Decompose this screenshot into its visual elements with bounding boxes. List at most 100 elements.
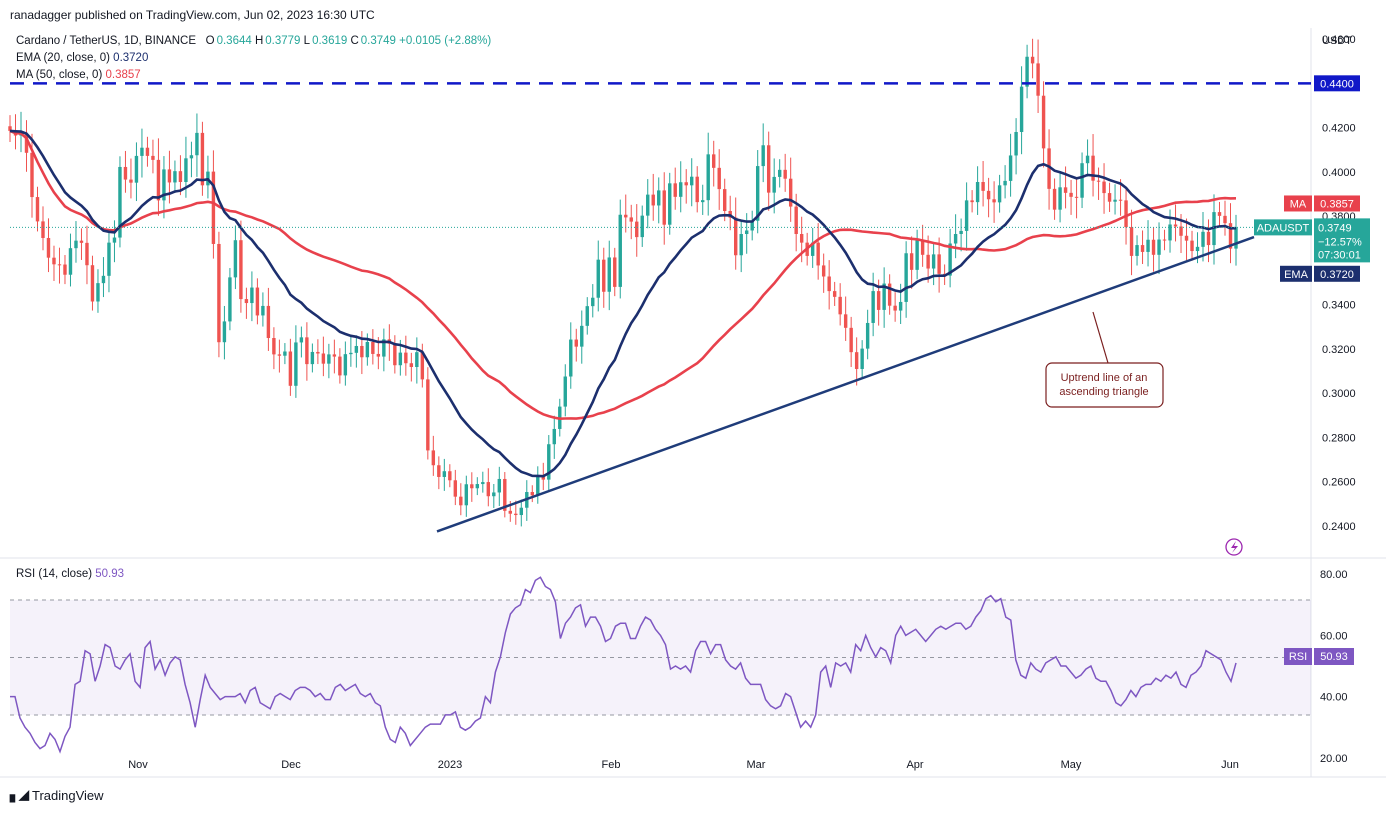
candle-body <box>145 147 150 156</box>
candle-body <box>1129 227 1134 256</box>
last-price-change-text: −12.57% <box>1318 236 1362 248</box>
ma-price-tag[interactable] <box>1314 195 1360 212</box>
rsi-tag-label[interactable] <box>1284 648 1312 665</box>
candle-body <box>398 352 403 366</box>
candle-body <box>448 471 452 481</box>
last-price-tag[interactable] <box>1314 218 1370 263</box>
candle-body <box>821 265 826 277</box>
candle-body <box>777 169 782 177</box>
candle-body <box>255 287 260 316</box>
candle-body <box>585 306 589 326</box>
time-tick-label: 2023 <box>438 759 462 771</box>
candle-body <box>1074 196 1079 198</box>
price-tick-label: 0.2800 <box>1322 432 1356 444</box>
rsi-legend[interactable]: RSI (14, close) 50.93 <box>16 568 124 580</box>
time-tick-label: Mar <box>747 759 766 771</box>
candle-body <box>24 133 29 153</box>
high-value: 0.3779 <box>265 35 301 47</box>
candle-body <box>893 305 897 311</box>
price-legend: Cardano / TetherUS, 1D, BINANCE O 0.3644 … <box>16 35 491 47</box>
candle-body <box>239 240 243 300</box>
candle-body <box>552 428 556 445</box>
candle-body <box>310 351 315 365</box>
candle-body <box>514 513 518 516</box>
candle-body <box>1096 180 1101 182</box>
candle-body <box>57 264 62 266</box>
candle-body <box>1157 239 1161 255</box>
symbol-tag-label-text: ADAUSDT <box>1257 222 1310 234</box>
ema-legend[interactable]: EMA (20, close, 0) 0.3720 <box>16 52 148 64</box>
candle-body <box>849 327 853 353</box>
time-tick-label: May <box>1061 759 1082 771</box>
candle-body <box>321 353 326 364</box>
rsi-axis[interactable]: 80.00 60.00 40.00 20.00 <box>1320 569 1348 765</box>
candle-body <box>90 265 95 302</box>
ma-legend[interactable]: MA (50, close, 0) 0.3857 <box>16 69 141 81</box>
symbol-tag-label[interactable] <box>1254 219 1312 236</box>
candle-body <box>250 287 254 304</box>
price-tick-label: 0.4200 <box>1322 123 1356 135</box>
candle-body <box>1124 200 1128 228</box>
candle-body <box>761 145 765 167</box>
candle-body <box>1041 95 1046 149</box>
price-axis[interactable]: 0.46000.42000.40000.38000.34000.32000.30… <box>1322 34 1356 533</box>
candle-body <box>530 492 534 496</box>
candle-body <box>569 339 573 377</box>
candle-body <box>475 484 480 489</box>
flash-icon[interactable] <box>1225 538 1243 556</box>
candle-body <box>651 194 655 206</box>
candle-body <box>1003 180 1007 186</box>
candle-body <box>536 476 540 496</box>
ma-tag-label[interactable] <box>1284 195 1312 212</box>
candle-body <box>816 242 820 266</box>
candle-body <box>107 242 111 276</box>
open-label: O <box>205 35 215 47</box>
ema-tag-label[interactable] <box>1280 265 1312 282</box>
candle-body <box>228 277 232 322</box>
candle-body <box>1179 226 1183 236</box>
ema-price-tag[interactable] <box>1314 265 1360 282</box>
candle-body <box>1140 245 1145 252</box>
candle-body <box>101 275 106 284</box>
annotation-box[interactable] <box>1045 362 1164 408</box>
candle-body <box>926 254 930 269</box>
ma-price-tag-text: 0.3857 <box>1320 198 1354 210</box>
candle-body <box>294 342 298 386</box>
candle-body <box>35 197 40 222</box>
price-tick-label: 0.3200 <box>1322 344 1356 356</box>
candle-body <box>217 243 221 343</box>
candle-body <box>68 248 73 275</box>
candle-body <box>189 155 194 159</box>
candle-body <box>195 132 199 156</box>
candle-body <box>882 283 886 310</box>
candle-body <box>959 230 963 235</box>
rsi-value-tag[interactable] <box>1314 648 1354 665</box>
time-axis[interactable]: Nov Dec 2023 Feb Mar Apr May Jun <box>128 759 1239 771</box>
close-value: 0.3749 <box>360 35 396 47</box>
symbol-label[interactable]: Cardano / TetherUS, 1D, BINANCE <box>16 35 197 47</box>
footer-brand[interactable]: ▖◢ TradingView <box>10 787 104 803</box>
candle-body <box>382 339 386 357</box>
candle-body <box>635 221 639 238</box>
candle-body <box>1168 224 1172 241</box>
candle-body <box>563 376 567 407</box>
price-tick-label: 0.3400 <box>1322 300 1356 312</box>
candle-body <box>794 206 798 235</box>
resistance-price-tag[interactable] <box>1314 75 1360 92</box>
price-tick-label: 0.2400 <box>1322 521 1356 533</box>
annotation-line2: ascending triangle <box>1059 386 1148 398</box>
candle-body <box>953 234 958 244</box>
candle-body <box>211 171 216 244</box>
candle-body <box>30 152 34 198</box>
candle-body <box>1228 223 1233 249</box>
candle-body <box>464 484 469 506</box>
candle-body <box>486 482 491 497</box>
candle-body <box>1030 56 1035 64</box>
candle-body <box>305 337 309 365</box>
candle-body <box>365 341 370 358</box>
uptrend-line[interactable] <box>436 235 1255 533</box>
candle-body <box>948 243 952 276</box>
candle-body <box>1173 224 1178 227</box>
candle-body <box>701 200 705 203</box>
